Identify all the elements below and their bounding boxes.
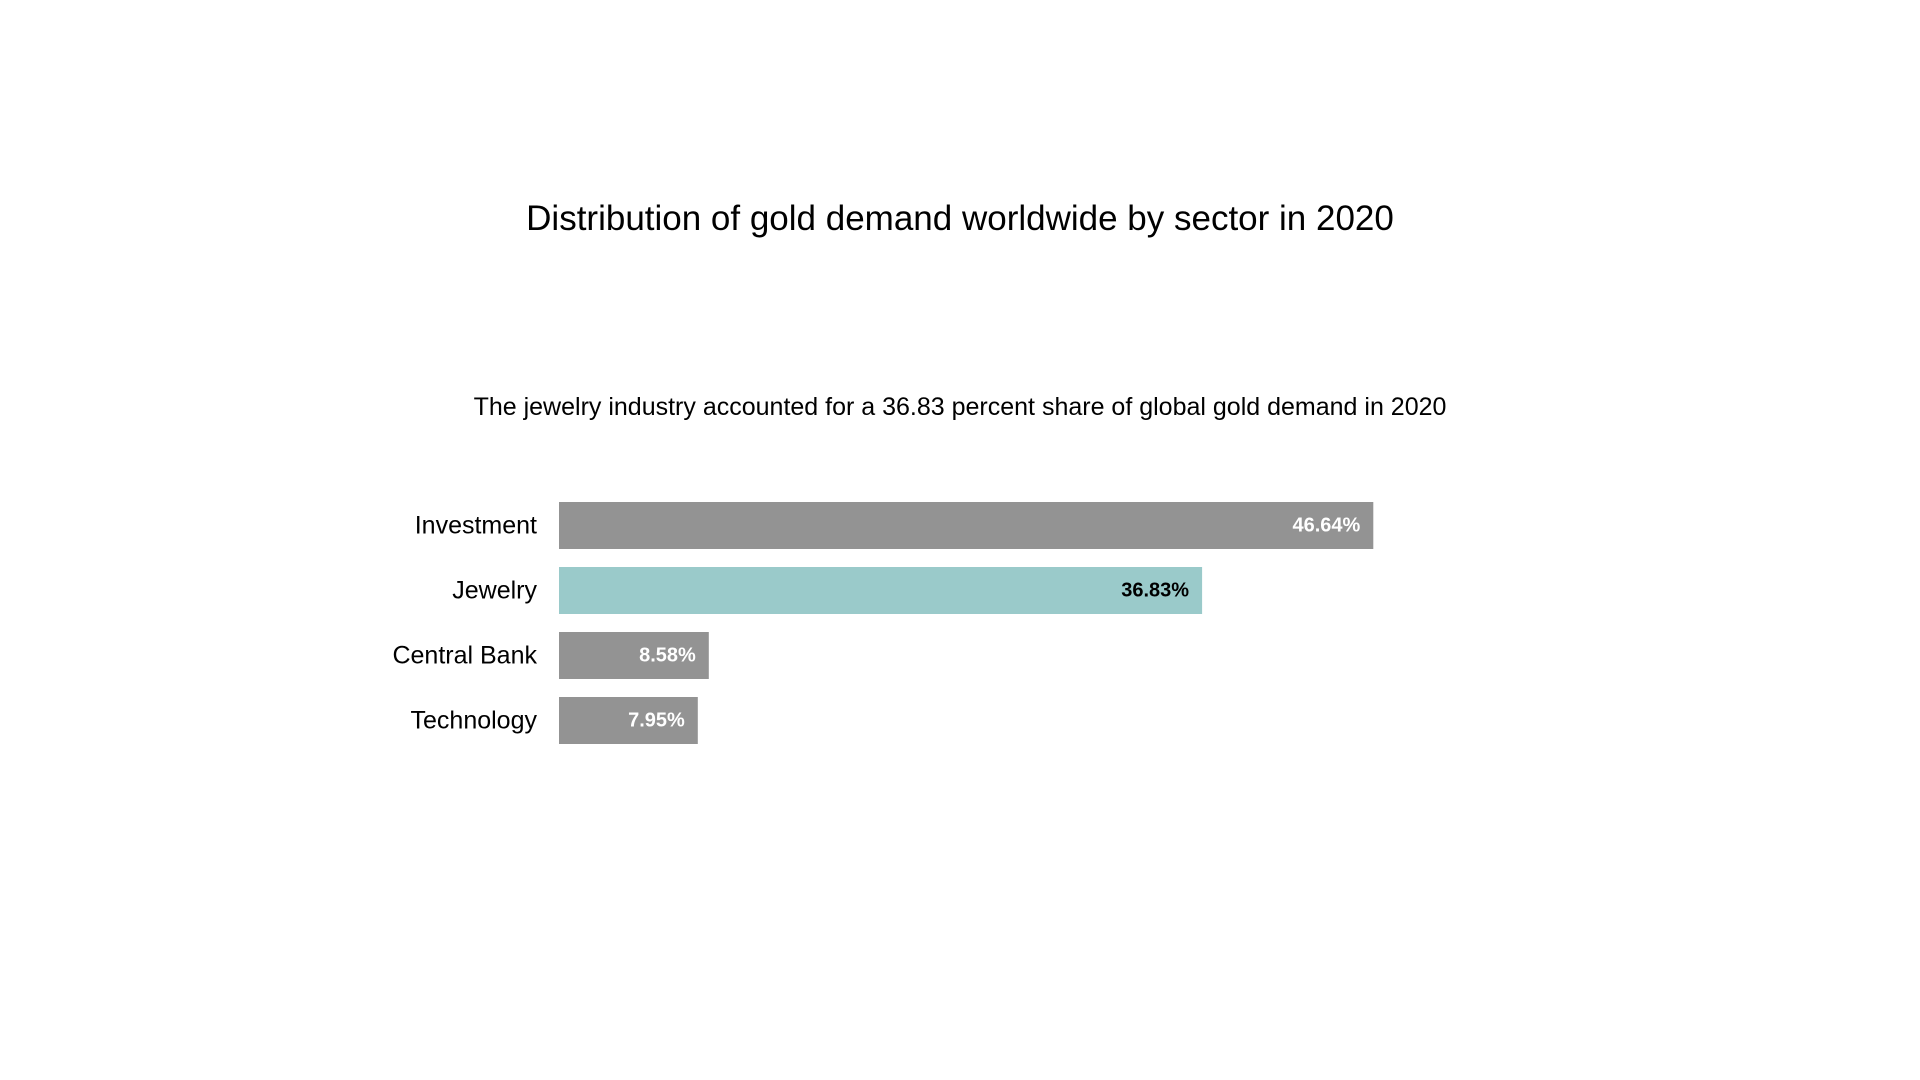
bar-investment [559,502,1374,549]
category-label-technology: Technology [411,707,538,735]
chart-subtitle: The jewelry industry accounted for a 36.… [473,393,1447,421]
bar-technology [559,697,698,744]
value-label-central-bank: 8.58% [639,645,696,667]
bar-jewelry [559,567,1203,614]
value-label-technology: 7.95% [628,710,685,732]
category-label-jewelry: Jewelry [452,577,537,605]
bar-central-bank [559,632,709,679]
value-label-investment: 46.64% [1292,515,1360,537]
plot-area: Investment 46.64% Jewelry 36.83% Central Ban… [392,502,1374,744]
value-label-jewelry: 36.83% [1121,580,1189,602]
category-label-investment: Investment [415,512,537,540]
category-label-central-bank: Central Bank [392,642,537,670]
chart-title: Distribution of gold demand worldwide by… [526,199,1394,238]
